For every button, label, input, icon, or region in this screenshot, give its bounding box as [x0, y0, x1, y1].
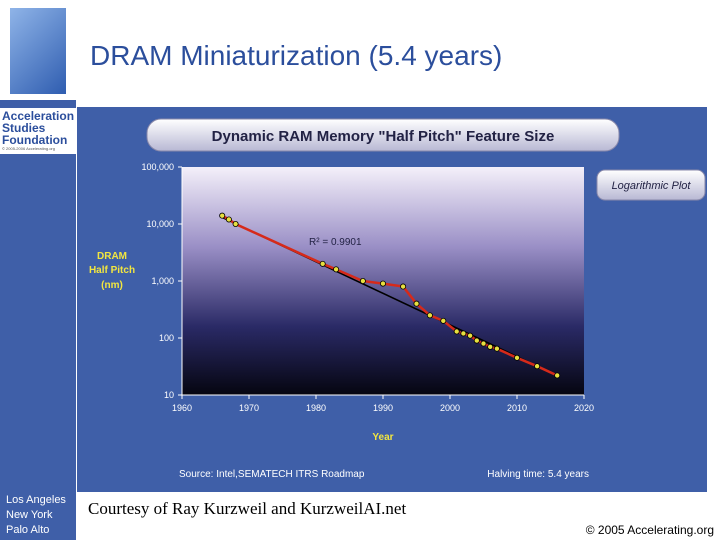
org-line: Foundation: [2, 133, 68, 147]
y-axis-title-line: DRAM: [97, 251, 127, 262]
x-tick-label: 1980: [306, 403, 326, 413]
logo-url: Accelerating.org: [14, 2, 62, 8]
data-point: [219, 212, 226, 219]
y-tick-label: 10: [164, 390, 174, 400]
sidebar: Accelerating.org Acceleration Studies Fo…: [0, 0, 82, 540]
data-point: [379, 280, 386, 287]
x-tick-label: 1960: [172, 403, 192, 413]
copyright: © 2005 Accelerating.org: [585, 523, 714, 537]
x-axis-title: Year: [372, 432, 393, 443]
y-axis-title-line: (nm): [101, 280, 123, 291]
y-axis-title: DRAM Half Pitch (nm): [89, 251, 135, 291]
y-axis-title-line: Half Pitch: [89, 265, 135, 276]
data-point: [319, 260, 326, 267]
office-item: New York: [6, 509, 53, 521]
office-list: Los Angeles New York Palo Alto: [6, 493, 66, 538]
log-plot-badge: [596, 169, 706, 201]
data-point: [400, 283, 407, 290]
chart: Dynamic RAM Memory "Half Pitch" Feature …: [89, 118, 706, 480]
x-tick-label: 1990: [373, 403, 393, 413]
log-plot-label: Logarithmic Plot: [612, 180, 692, 192]
foundation-logo-icon: [10, 8, 66, 94]
data-point: [413, 300, 420, 307]
x-tick-label: 2020: [574, 403, 594, 413]
data-point: [333, 266, 340, 273]
data-point: [467, 332, 474, 339]
data-point: [232, 221, 239, 228]
office-item: Palo Alto: [6, 524, 50, 536]
y-tick-label: 100,000: [141, 162, 174, 172]
data-point: [513, 354, 520, 361]
x-tick-label: 1970: [239, 403, 259, 413]
data-point: [453, 328, 460, 335]
org-name: Acceleration Studies Foundation © 2005-2…: [0, 108, 82, 154]
org-line: Studies: [2, 121, 46, 135]
data-point: [554, 372, 561, 379]
x-tick-label: 2000: [440, 403, 460, 413]
data-point: [440, 317, 447, 324]
data-point: [534, 363, 541, 370]
y-tick-label: 100: [159, 333, 174, 343]
logo-area: Accelerating.org: [0, 0, 76, 100]
source-note: Source: Intel,SEMATECH ITRS Roadmap: [179, 469, 365, 480]
chart-panel: Dynamic RAM Memory "Half Pitch" Feature …: [77, 107, 707, 492]
data-point: [493, 345, 500, 352]
x-tick-label: 2010: [507, 403, 527, 413]
chart-title: Dynamic RAM Memory "Half Pitch" Feature …: [212, 128, 555, 145]
data-point: [480, 340, 487, 347]
data-point: [225, 216, 232, 223]
data-point: [473, 337, 480, 344]
courtesy-note: Courtesy of Ray Kurzweil and KurzweilAI.…: [88, 499, 407, 518]
office-item: Los Angeles: [6, 494, 66, 506]
org-line: Acceleration: [2, 109, 75, 123]
chart-title-box: [146, 118, 620, 152]
halving-note: Halving time: 5.4 years: [487, 469, 589, 480]
org-copyright: © 2005-2006 Accelerating.org: [2, 146, 55, 151]
r-squared: R² = 0.9901: [309, 237, 362, 248]
data-point: [487, 343, 494, 350]
y-tick-label: 1,000: [151, 276, 174, 286]
y-tick-label: 10,000: [146, 219, 174, 229]
data-point: [460, 330, 467, 337]
data-point: [359, 277, 366, 284]
data-point: [426, 312, 433, 319]
slide-title: DRAM Miniaturization (5.4 years): [90, 40, 503, 71]
